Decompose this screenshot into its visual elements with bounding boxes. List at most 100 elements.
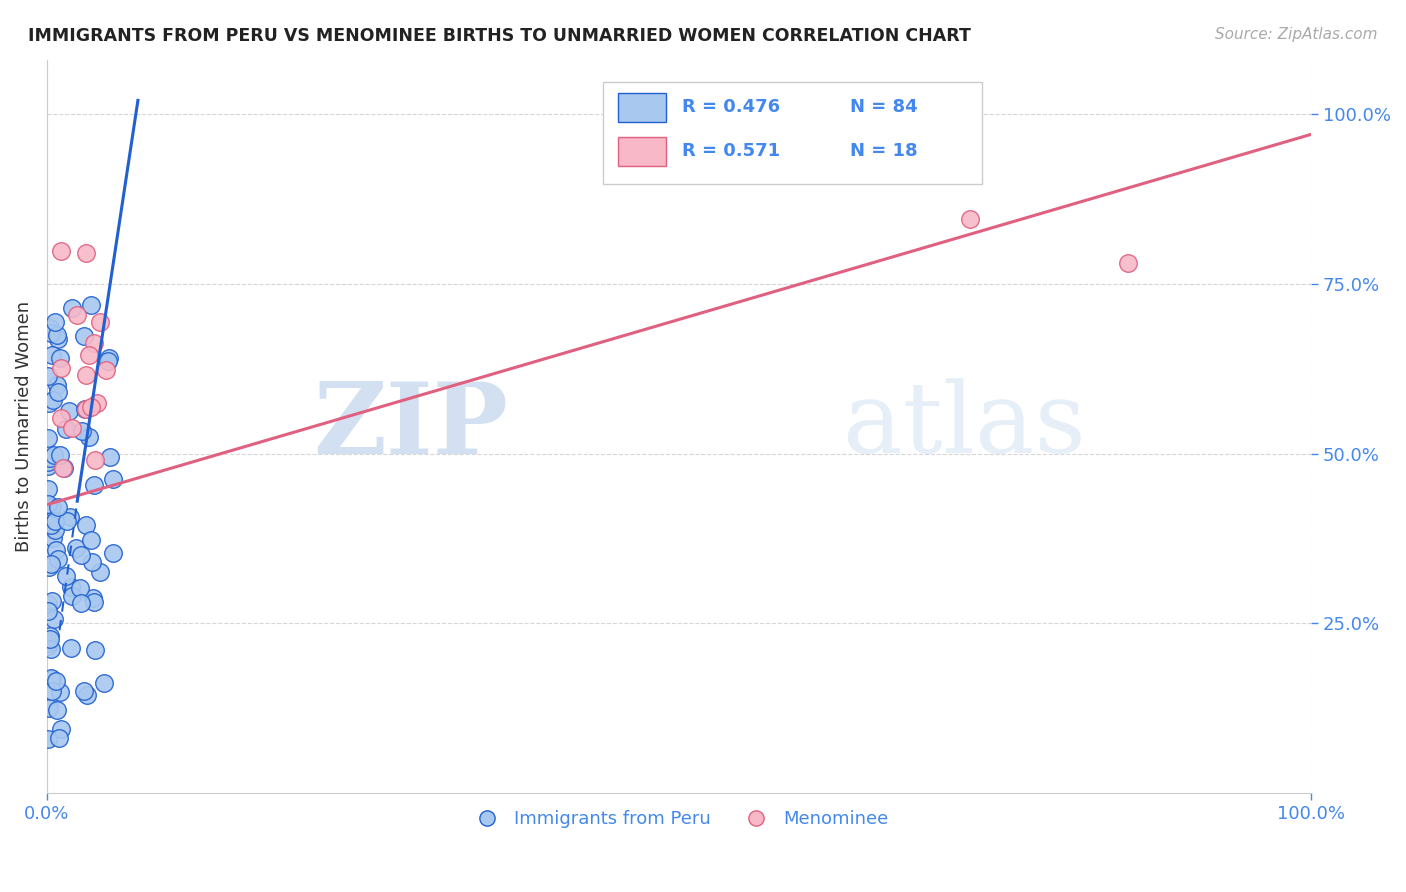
Text: Source: ZipAtlas.com: Source: ZipAtlas.com xyxy=(1215,27,1378,42)
Point xyxy=(59,510,82,524)
Point xyxy=(38,560,60,574)
Point xyxy=(86,396,108,410)
Point xyxy=(49,448,72,462)
Point xyxy=(65,541,87,556)
Point xyxy=(37,604,59,618)
Point xyxy=(39,557,62,571)
Bar xyxy=(619,93,666,122)
Point xyxy=(83,594,105,608)
Point xyxy=(60,301,83,316)
Text: R = 0.476: R = 0.476 xyxy=(682,98,780,116)
FancyBboxPatch shape xyxy=(603,81,983,185)
Point xyxy=(51,410,73,425)
Point xyxy=(37,455,59,469)
Point xyxy=(37,598,59,612)
Point xyxy=(59,640,82,655)
Point xyxy=(97,354,120,368)
Point xyxy=(39,326,62,341)
Point xyxy=(38,396,60,410)
Point xyxy=(37,497,59,511)
Point xyxy=(41,672,63,686)
Point xyxy=(93,675,115,690)
Point xyxy=(98,450,121,465)
Point xyxy=(37,431,59,445)
Point xyxy=(44,448,66,462)
Point xyxy=(80,400,103,414)
Legend: Immigrants from Peru, Menominee: Immigrants from Peru, Menominee xyxy=(463,803,896,836)
Y-axis label: Births to Unmarried Women: Births to Unmarried Women xyxy=(15,301,32,552)
Point xyxy=(73,684,96,698)
Point xyxy=(98,351,121,365)
Text: N = 18: N = 18 xyxy=(849,143,917,161)
Point xyxy=(48,685,70,699)
Point xyxy=(37,483,59,497)
Point xyxy=(49,351,72,365)
Point xyxy=(41,348,63,362)
Point xyxy=(53,460,76,475)
Point xyxy=(37,731,59,746)
Point xyxy=(101,472,124,486)
Point xyxy=(60,589,83,603)
Point xyxy=(79,348,101,362)
Point xyxy=(37,636,59,650)
Point xyxy=(89,566,111,580)
Point xyxy=(41,531,63,545)
Point xyxy=(41,671,63,685)
Point xyxy=(79,430,101,444)
Point xyxy=(37,459,59,474)
Point xyxy=(66,308,89,322)
Point xyxy=(49,360,72,375)
Point xyxy=(83,478,105,492)
Point xyxy=(46,500,69,514)
Point xyxy=(72,424,94,438)
Point xyxy=(41,500,63,515)
Point xyxy=(80,298,103,312)
Point xyxy=(46,385,69,400)
Point xyxy=(101,546,124,560)
Point xyxy=(59,581,82,595)
Point xyxy=(55,422,77,436)
Point xyxy=(70,596,93,610)
Point xyxy=(69,581,91,595)
Point xyxy=(75,402,97,417)
Point xyxy=(80,555,103,569)
Point xyxy=(70,548,93,562)
Point xyxy=(51,722,73,736)
Point xyxy=(44,315,66,329)
Point xyxy=(959,212,981,227)
Point xyxy=(38,321,60,335)
Point xyxy=(42,612,65,626)
Point xyxy=(37,640,59,654)
Text: IMMIGRANTS FROM PERU VS MENOMINEE BIRTHS TO UNMARRIED WOMEN CORRELATION CHART: IMMIGRANTS FROM PERU VS MENOMINEE BIRTHS… xyxy=(28,27,972,45)
Text: atlas: atlas xyxy=(844,378,1087,475)
Point xyxy=(46,332,69,346)
Text: ZIP: ZIP xyxy=(314,378,509,475)
Point xyxy=(1116,256,1139,270)
Point xyxy=(39,642,62,657)
Text: R = 0.571: R = 0.571 xyxy=(682,143,780,161)
Point xyxy=(45,328,67,343)
Point xyxy=(75,402,97,417)
Point xyxy=(82,591,104,605)
Point xyxy=(48,731,70,745)
Point xyxy=(55,568,77,582)
Point xyxy=(45,703,67,717)
Point xyxy=(60,421,83,435)
Point xyxy=(45,543,67,558)
Point xyxy=(39,629,62,643)
Point xyxy=(75,246,97,260)
Point xyxy=(42,392,65,407)
Point xyxy=(37,369,59,384)
Point xyxy=(45,674,67,689)
Point xyxy=(84,643,107,657)
Point xyxy=(46,377,69,392)
Point xyxy=(52,460,75,475)
Point xyxy=(41,594,63,608)
Point xyxy=(44,524,66,538)
Point xyxy=(94,363,117,377)
Point xyxy=(41,683,63,698)
Point xyxy=(72,328,94,343)
Point xyxy=(80,533,103,548)
Point xyxy=(58,404,80,418)
Point xyxy=(83,453,105,467)
